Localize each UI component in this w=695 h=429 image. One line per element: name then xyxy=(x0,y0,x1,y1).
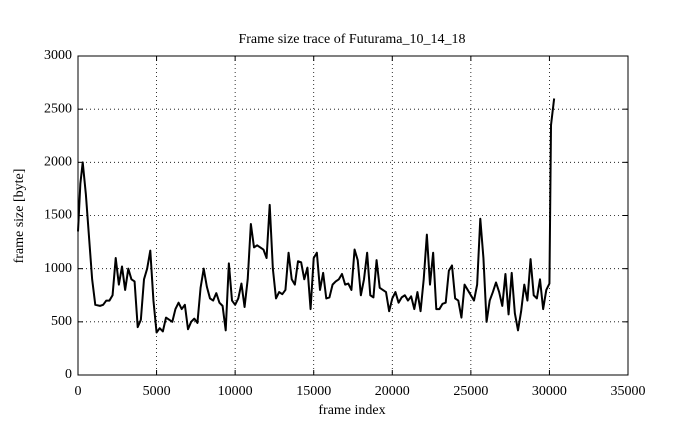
data-line xyxy=(77,98,556,334)
x-tick-label: 5000 xyxy=(143,384,171,399)
chart-title: Frame size trace of Futurama_10_14_18 xyxy=(238,32,465,47)
x-axis-label: frame index xyxy=(318,403,385,418)
y-tick-label: 1000 xyxy=(44,261,72,276)
x-tick-label: 35000 xyxy=(611,384,646,399)
y-tick-label: 1500 xyxy=(44,208,72,223)
x-tick-label: 0 xyxy=(75,384,82,399)
x-tick-label: 15000 xyxy=(296,384,331,399)
plot-frame xyxy=(77,55,629,376)
y-tick-label: 3000 xyxy=(44,48,72,63)
x-tick-label: 20000 xyxy=(375,384,410,399)
y-axis-label: frame size [byte] xyxy=(12,169,27,264)
y-tick-label: 0 xyxy=(65,367,72,382)
y-tick-label: 500 xyxy=(51,314,72,329)
x-tick-label: 25000 xyxy=(453,384,488,399)
x-tick-label: 30000 xyxy=(532,384,567,399)
y-tick-label: 2000 xyxy=(44,155,72,170)
x-tick-label: 10000 xyxy=(218,384,253,399)
y-tick-label: 2500 xyxy=(44,101,72,116)
